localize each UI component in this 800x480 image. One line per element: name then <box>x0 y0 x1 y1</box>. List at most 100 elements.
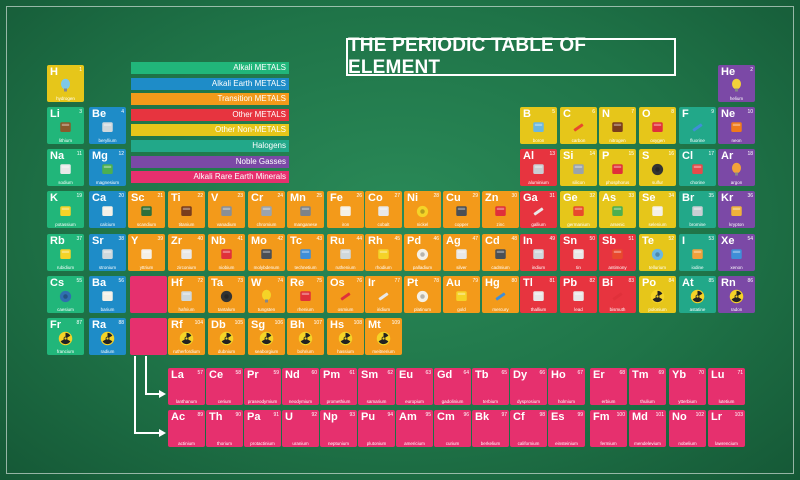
element-name: fluorine <box>690 138 705 143</box>
element-symbol: Rf <box>171 319 183 331</box>
element-tile-au: Au 79 gold <box>443 276 480 313</box>
element-name: curium <box>445 441 460 446</box>
atomic-number: 36 <box>747 193 753 199</box>
element-tile-fe: Fe 26 iron <box>327 191 364 228</box>
racket-icon <box>178 204 195 219</box>
element-tile-rn: Rn 86 radon <box>718 276 755 313</box>
legend-item: Alkali Earth METALS <box>131 77 289 90</box>
arrow-right-icon <box>159 390 166 398</box>
element-tile-rh: Rh 45 rhodium <box>365 234 402 271</box>
atomic-number: 19 <box>76 193 82 199</box>
atomic-number: 27 <box>394 193 400 199</box>
element-symbol: Md <box>632 411 648 423</box>
battery-icon <box>57 120 74 135</box>
atomic-number: 54 <box>747 236 753 242</box>
element-symbol: Es <box>551 411 565 423</box>
element-name: rubidium <box>56 265 75 270</box>
element-name: beryllium <box>98 138 117 143</box>
rocket-engine-icon <box>297 289 314 304</box>
atomic-number: 39 <box>157 236 163 242</box>
element-tile-b: B 5 boron <box>520 107 557 144</box>
element-tile-yb: Yb 70 ytterbium <box>669 368 706 405</box>
element-name: technetium <box>294 265 317 270</box>
atomic-number: 83 <box>628 278 634 284</box>
element-name: rutherfordium <box>173 349 200 354</box>
element-name: rhenium <box>297 307 314 312</box>
element-tile-xe: Xe 54 xenon <box>718 234 755 271</box>
element-name: astatine <box>689 307 706 312</box>
element-symbol: W <box>251 277 262 289</box>
element-name: iridium <box>376 307 391 312</box>
element-tile-am: Am 95 americium <box>396 410 433 447</box>
element-tile-es: Es 99 einsteinium <box>548 410 585 447</box>
nuclear-rod-icon <box>178 289 195 304</box>
element-symbol: Ra <box>92 319 107 331</box>
element-symbol: Cr <box>251 192 264 204</box>
element-name: aluminium <box>528 180 549 185</box>
element-tile-db: Db 105 dubnium <box>208 318 245 355</box>
radiation-icon <box>728 289 745 304</box>
disinfectant-icon <box>689 247 706 262</box>
toothbrush-icon <box>689 120 706 135</box>
element-symbol: Pu <box>361 411 376 423</box>
element-symbol: Tb <box>475 369 489 381</box>
element-symbol: Gd <box>437 369 453 381</box>
atomic-number: 53 <box>708 236 714 242</box>
element-symbol: H <box>50 66 58 78</box>
element-tile-o: O 8 oxygen <box>639 107 676 144</box>
element-name: ytterbium <box>678 399 697 404</box>
element-name: nickel <box>416 222 429 227</box>
xray-icon <box>297 247 314 262</box>
legend-item: Other Non-METALS <box>131 124 289 137</box>
atomic-number: 13 <box>549 151 555 157</box>
atomic-number: 102 <box>695 412 704 418</box>
element-tile-ti: Ti 22 titanium <box>168 191 205 228</box>
element-name: palladium <box>412 265 433 270</box>
atomic-number: 24 <box>277 193 283 199</box>
element-name: terbium <box>482 399 498 404</box>
element-symbol: S <box>642 150 650 162</box>
element-name: nobelium <box>678 441 697 446</box>
element-symbol: Ca <box>92 192 107 204</box>
atomic-number: 14 <box>589 151 595 157</box>
element-symbol: Cu <box>446 192 461 204</box>
coin-icon <box>414 204 431 219</box>
atomic-number: 48 <box>511 236 517 242</box>
salt-shaker-icon <box>57 162 74 177</box>
element-symbol: Xe <box>721 235 735 247</box>
element-tile-sn: Sn 50 tin <box>560 234 597 271</box>
element-symbol: Pb <box>563 277 578 289</box>
element-name: phosphorus <box>605 180 630 185</box>
element-name: bohrium <box>297 349 314 354</box>
atomic-number: 34 <box>668 193 674 199</box>
element-name: bismuth <box>609 307 626 312</box>
element-name: plutonium <box>366 441 387 446</box>
radiation-icon <box>218 331 235 346</box>
element-tile-re: Re 75 rhenium <box>287 276 324 313</box>
element-name: osmium <box>337 307 354 312</box>
element-symbol: Ni <box>407 192 418 204</box>
element-tile-hs: Hs 108 hassium <box>327 318 364 355</box>
element-symbol: Mn <box>290 192 306 204</box>
element-symbol: Ba <box>92 277 107 289</box>
element-symbol: Sb <box>602 235 617 247</box>
element-symbol: Nb <box>211 235 226 247</box>
element-tile-s: S 16 sulfur <box>639 149 676 186</box>
pencil-icon <box>570 120 587 135</box>
element-tile-li: Li 3 lithium <box>47 107 84 144</box>
element-tile-co: Co 27 cobalt <box>365 191 402 228</box>
element-symbol: Ho <box>551 369 566 381</box>
atomic-number: 29 <box>472 193 478 199</box>
element-symbol: Br <box>682 192 695 204</box>
element-name: zinc <box>496 222 505 227</box>
atomic-number: 108 <box>353 320 362 326</box>
element-tile-br: Br 35 bromine <box>679 191 716 228</box>
atomic-number: 99 <box>577 412 583 418</box>
element-name: chorine <box>690 180 705 185</box>
atomic-number: 5 <box>552 109 555 115</box>
element-symbol: I <box>682 235 686 247</box>
atomic-number: 91 <box>273 412 279 418</box>
element-symbol: Tl <box>523 277 533 289</box>
atomic-number: 68 <box>619 370 625 376</box>
pan-icon <box>453 204 470 219</box>
